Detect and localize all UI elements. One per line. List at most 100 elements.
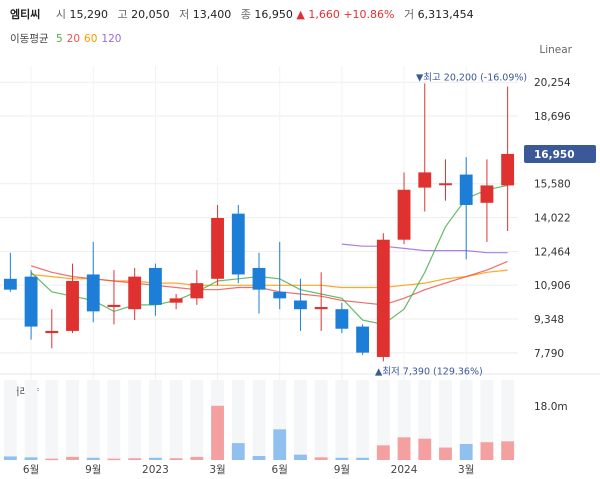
volume-bar	[376, 445, 390, 460]
candle	[231, 204, 245, 284]
y-tick-label: 15,580	[534, 179, 571, 191]
candle	[128, 267, 142, 321]
ma20-line	[30, 260, 508, 306]
scale-mode-toggle[interactable]: Linear	[539, 44, 572, 56]
candle	[86, 241, 100, 323]
candle	[45, 309, 59, 349]
candle	[418, 83, 432, 212]
change-arrow-icon: ▲	[296, 8, 305, 21]
ma-legend-item[interactable]: 20	[66, 33, 81, 45]
candle-body	[86, 274, 100, 312]
volume-bg	[148, 380, 162, 460]
ma-legend-item[interactable]: 120	[101, 33, 122, 45]
ma-legend-label: 이동평균	[10, 33, 49, 45]
volume-bg	[24, 380, 38, 460]
candle	[24, 270, 38, 340]
volume-bar	[24, 457, 38, 460]
volume-bar	[335, 457, 349, 460]
volume-bg	[252, 380, 266, 460]
candle-body	[169, 298, 183, 303]
candle	[480, 159, 494, 242]
candle	[66, 263, 79, 334]
volume-bar	[418, 438, 432, 460]
volume-bar	[148, 457, 162, 460]
x-tick-label: 3월	[458, 464, 474, 476]
candle	[397, 172, 411, 245]
volume-bar	[314, 457, 328, 460]
candle	[190, 270, 204, 305]
y-tick-label: 14,022	[534, 213, 571, 225]
candle	[273, 241, 287, 310]
volume-label: 거	[404, 8, 415, 21]
volume-bg	[459, 380, 473, 460]
candle-body	[128, 276, 142, 310]
volume-bars	[3, 380, 515, 461]
candle-body	[190, 283, 204, 299]
candle	[3, 252, 17, 292]
volume-bg	[107, 380, 121, 460]
candle-body	[459, 174, 473, 205]
y-tick-label: 18,696	[534, 111, 571, 123]
x-tick-label: 3월	[209, 464, 225, 476]
volume-bg	[439, 380, 452, 460]
volume-bg	[335, 380, 349, 460]
candle	[376, 233, 390, 362]
high-value: 20,050	[131, 8, 170, 21]
volume-bar	[107, 458, 121, 461]
candle	[439, 159, 452, 201]
volume-bar	[211, 405, 224, 460]
low-annotation: ▲최저 7,390 (129.36%)	[375, 367, 483, 378]
volume-bg	[231, 380, 245, 460]
volume-bar	[439, 447, 452, 460]
candles	[3, 83, 515, 362]
y-axis: 20,254 18,696 16,950 15,580 14,022 12,464 10,9…	[524, 77, 596, 413]
candle-body	[439, 183, 452, 186]
candle	[459, 157, 473, 260]
volume-bg	[190, 380, 204, 460]
candle-body	[418, 172, 432, 188]
volume-bar	[86, 457, 100, 460]
volume-bg	[480, 380, 494, 460]
open-label: 시	[55, 8, 66, 21]
volume-bg	[66, 380, 79, 460]
volume-bar	[190, 456, 204, 460]
candle-body	[397, 189, 411, 240]
candle-body	[376, 239, 390, 357]
candle-body	[148, 267, 162, 305]
volume-bar	[169, 458, 183, 460]
candle-body	[3, 278, 17, 290]
volume-bg	[314, 380, 328, 460]
candle-body	[294, 300, 307, 310]
candle	[314, 272, 328, 331]
volume-bg	[86, 380, 100, 460]
volume-bar	[252, 456, 266, 460]
candle-body	[501, 153, 515, 186]
volume-bar	[459, 444, 473, 460]
high-label: 고	[117, 8, 128, 21]
ma-legend-item[interactable]: 5	[55, 33, 63, 45]
volume-bg	[356, 380, 370, 460]
volume-bg	[169, 380, 183, 460]
moving-average-legend[interactable]: 이동평균 5 20 60 120	[10, 31, 129, 46]
candle	[107, 270, 121, 325]
price-header: 엠티씨 시 15,290 고 20,050 저 13,400 종 16,950 …	[10, 6, 474, 22]
ma-legend-item[interactable]: 60	[84, 33, 98, 45]
volume-bar	[231, 443, 245, 460]
volume-bg	[294, 380, 307, 460]
candle-body	[356, 326, 370, 353]
high-annotation: ▼최고 20,200 (-16.09%)	[416, 72, 527, 83]
stock-name: 엠티씨	[10, 8, 41, 21]
volume-bar	[45, 458, 59, 461]
x-axis: 6월 9월 2023 3월 6월 9월 2024 3월	[23, 464, 474, 476]
volume-bg	[128, 380, 142, 460]
candle-body	[231, 213, 245, 275]
close-value: 16,950	[254, 8, 293, 21]
x-tick-label: 9월	[334, 464, 350, 476]
volume-bar	[397, 437, 411, 460]
annotations: ▼최고 20,200 (-16.09%) ▲최저 7,390 (129.36%)	[375, 72, 527, 377]
candle	[169, 294, 183, 310]
x-tick-label: 6월	[272, 464, 288, 476]
volume-bar	[273, 429, 287, 460]
current-price-label: 16,950	[534, 149, 575, 161]
